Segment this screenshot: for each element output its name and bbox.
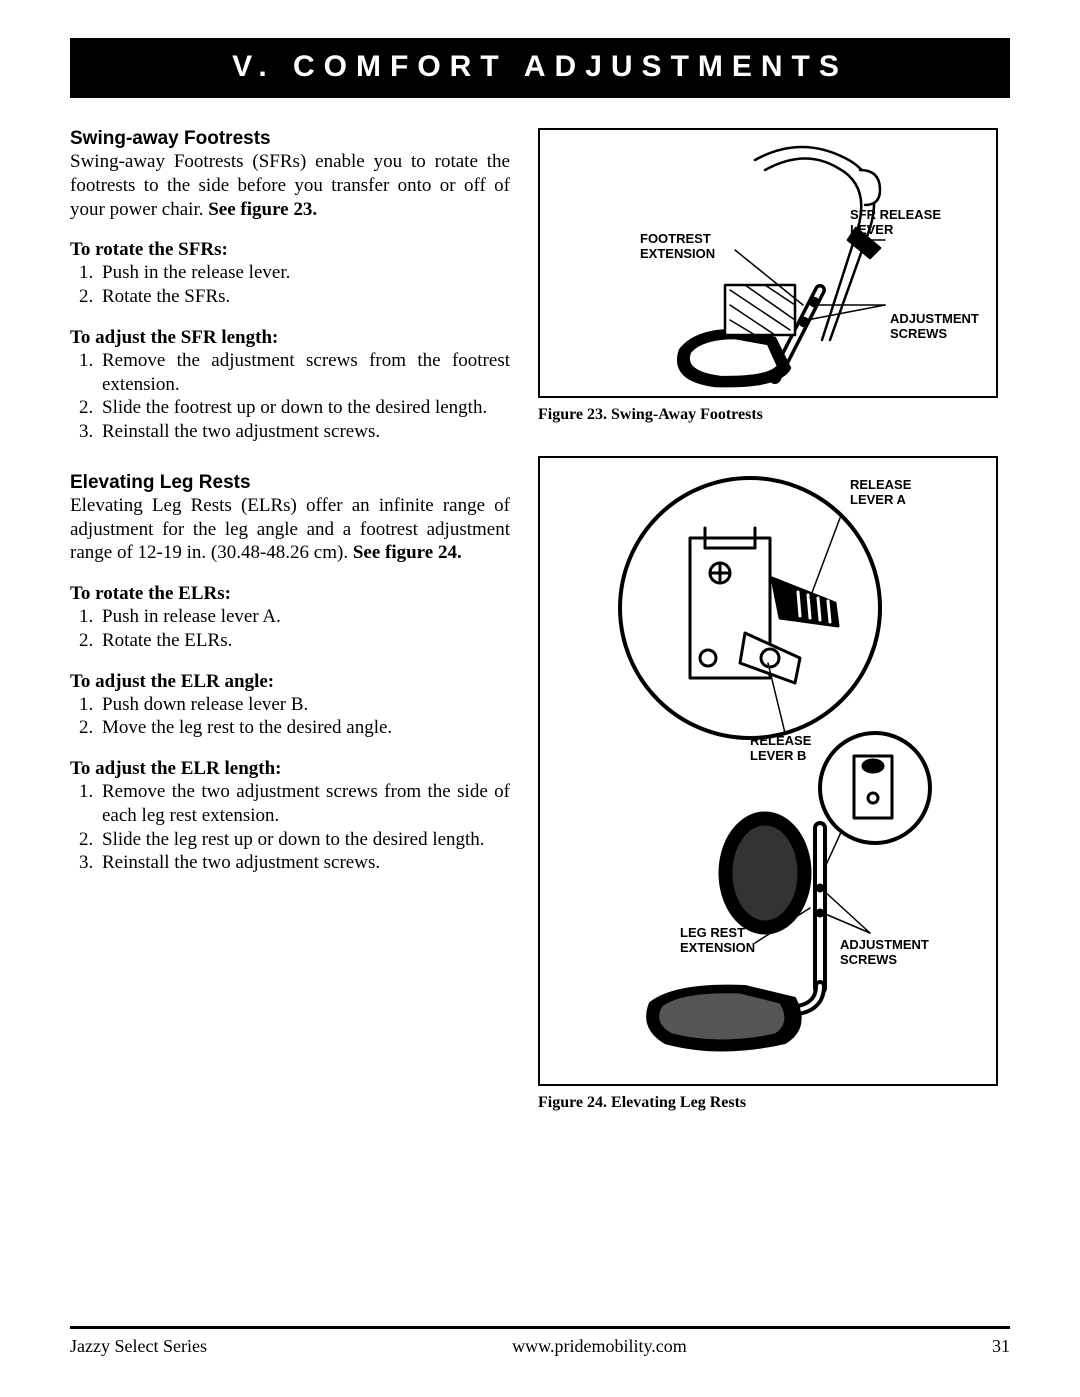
right-column: FOOTREST EXTENSION SFR RELEASE LEVER ADJ… (538, 128, 998, 1112)
left-column: Swing-away Footrests Swing-away Footrest… (70, 128, 510, 1112)
list-item: Move the leg rest to the desired angle. (98, 716, 510, 740)
list-item: Remove the adjustment screws from the fo… (98, 349, 510, 397)
elr-length-steps: Remove the two adjustment screws from th… (70, 780, 510, 875)
callout-sfr-release-lever: SFR RELEASE LEVER (850, 208, 941, 238)
callout-adjustment-screws-23: ADJUSTMENT SCREWS (890, 312, 979, 342)
figure-23-caption: Figure 23. Swing-Away Footrests (538, 406, 998, 424)
footer-center: www.pridemobility.com (512, 1336, 687, 1357)
elr-angle-steps: Push down release lever B. Move the leg … (70, 693, 510, 741)
list-item: Reinstall the two adjustment screws. (98, 420, 510, 444)
elr-para-ref: See figure 24. (353, 542, 462, 563)
content-area: Swing-away Footrests Swing-away Footrest… (70, 128, 1010, 1112)
list-item: Remove the two adjustment screws from th… (98, 780, 510, 828)
list-item: Push down release lever B. (98, 693, 510, 717)
callout-release-lever-b: RELEASE LEVER B (750, 734, 811, 764)
sfr-heading: Swing-away Footrests (70, 128, 510, 150)
sfr-length-heading: To adjust the SFR length: (70, 327, 510, 349)
callout-leg-rest-extension: LEG REST EXTENSION (680, 926, 755, 956)
list-item: Slide the footrest up or down to the des… (98, 396, 510, 420)
elr-angle-heading: To adjust the ELR angle: (70, 671, 510, 693)
figure-24-box: RELEASE LEVER A RELEASE LEVER B LEG REST… (538, 456, 998, 1086)
elr-length-heading: To adjust the ELR length: (70, 758, 510, 780)
list-item: Push in the release lever. (98, 261, 510, 285)
footer-left: Jazzy Select Series (70, 1336, 207, 1357)
list-item: Reinstall the two adjustment screws. (98, 851, 510, 875)
list-item: Rotate the SFRs. (98, 285, 510, 309)
sfr-paragraph: Swing-away Footrests (SFRs) enable you t… (70, 150, 510, 221)
footer-rule (70, 1326, 1010, 1329)
list-item: Push in release lever A. (98, 605, 510, 629)
figure-24-caption: Figure 24. Elevating Leg Rests (538, 1094, 998, 1112)
elr-rotate-heading: To rotate the ELRs: (70, 583, 510, 605)
figure-23-box: FOOTREST EXTENSION SFR RELEASE LEVER ADJ… (538, 128, 998, 398)
footer-right: 31 (992, 1336, 1010, 1357)
elr-heading: Elevating Leg Rests (70, 472, 510, 494)
elr-paragraph: Elevating Leg Rests (ELRs) offer an infi… (70, 494, 510, 565)
page-footer: Jazzy Select Series www.pridemobility.co… (70, 1336, 1010, 1357)
callout-footrest-extension: FOOTREST EXTENSION (640, 232, 715, 262)
list-item: Rotate the ELRs. (98, 629, 510, 653)
header-title: V. COMFORT ADJUSTMENTS (232, 50, 848, 83)
callout-release-lever-a: RELEASE LEVER A (850, 478, 911, 508)
figure-24-illustration (540, 458, 996, 1084)
list-item: Slide the leg rest up or down to the des… (98, 828, 510, 852)
figure-23-illustration (540, 130, 996, 396)
callout-adjustment-screws-24: ADJUSTMENT SCREWS (840, 938, 929, 968)
page-header: V. COMFORT ADJUSTMENTS (70, 38, 1010, 98)
sfr-length-steps: Remove the adjustment screws from the fo… (70, 349, 510, 444)
sfr-rotate-steps: Push in the release lever. Rotate the SF… (70, 261, 510, 309)
sfr-para-ref: See figure 23. (208, 199, 317, 220)
sfr-rotate-heading: To rotate the SFRs: (70, 239, 510, 261)
elr-rotate-steps: Push in release lever A. Rotate the ELRs… (70, 605, 510, 653)
